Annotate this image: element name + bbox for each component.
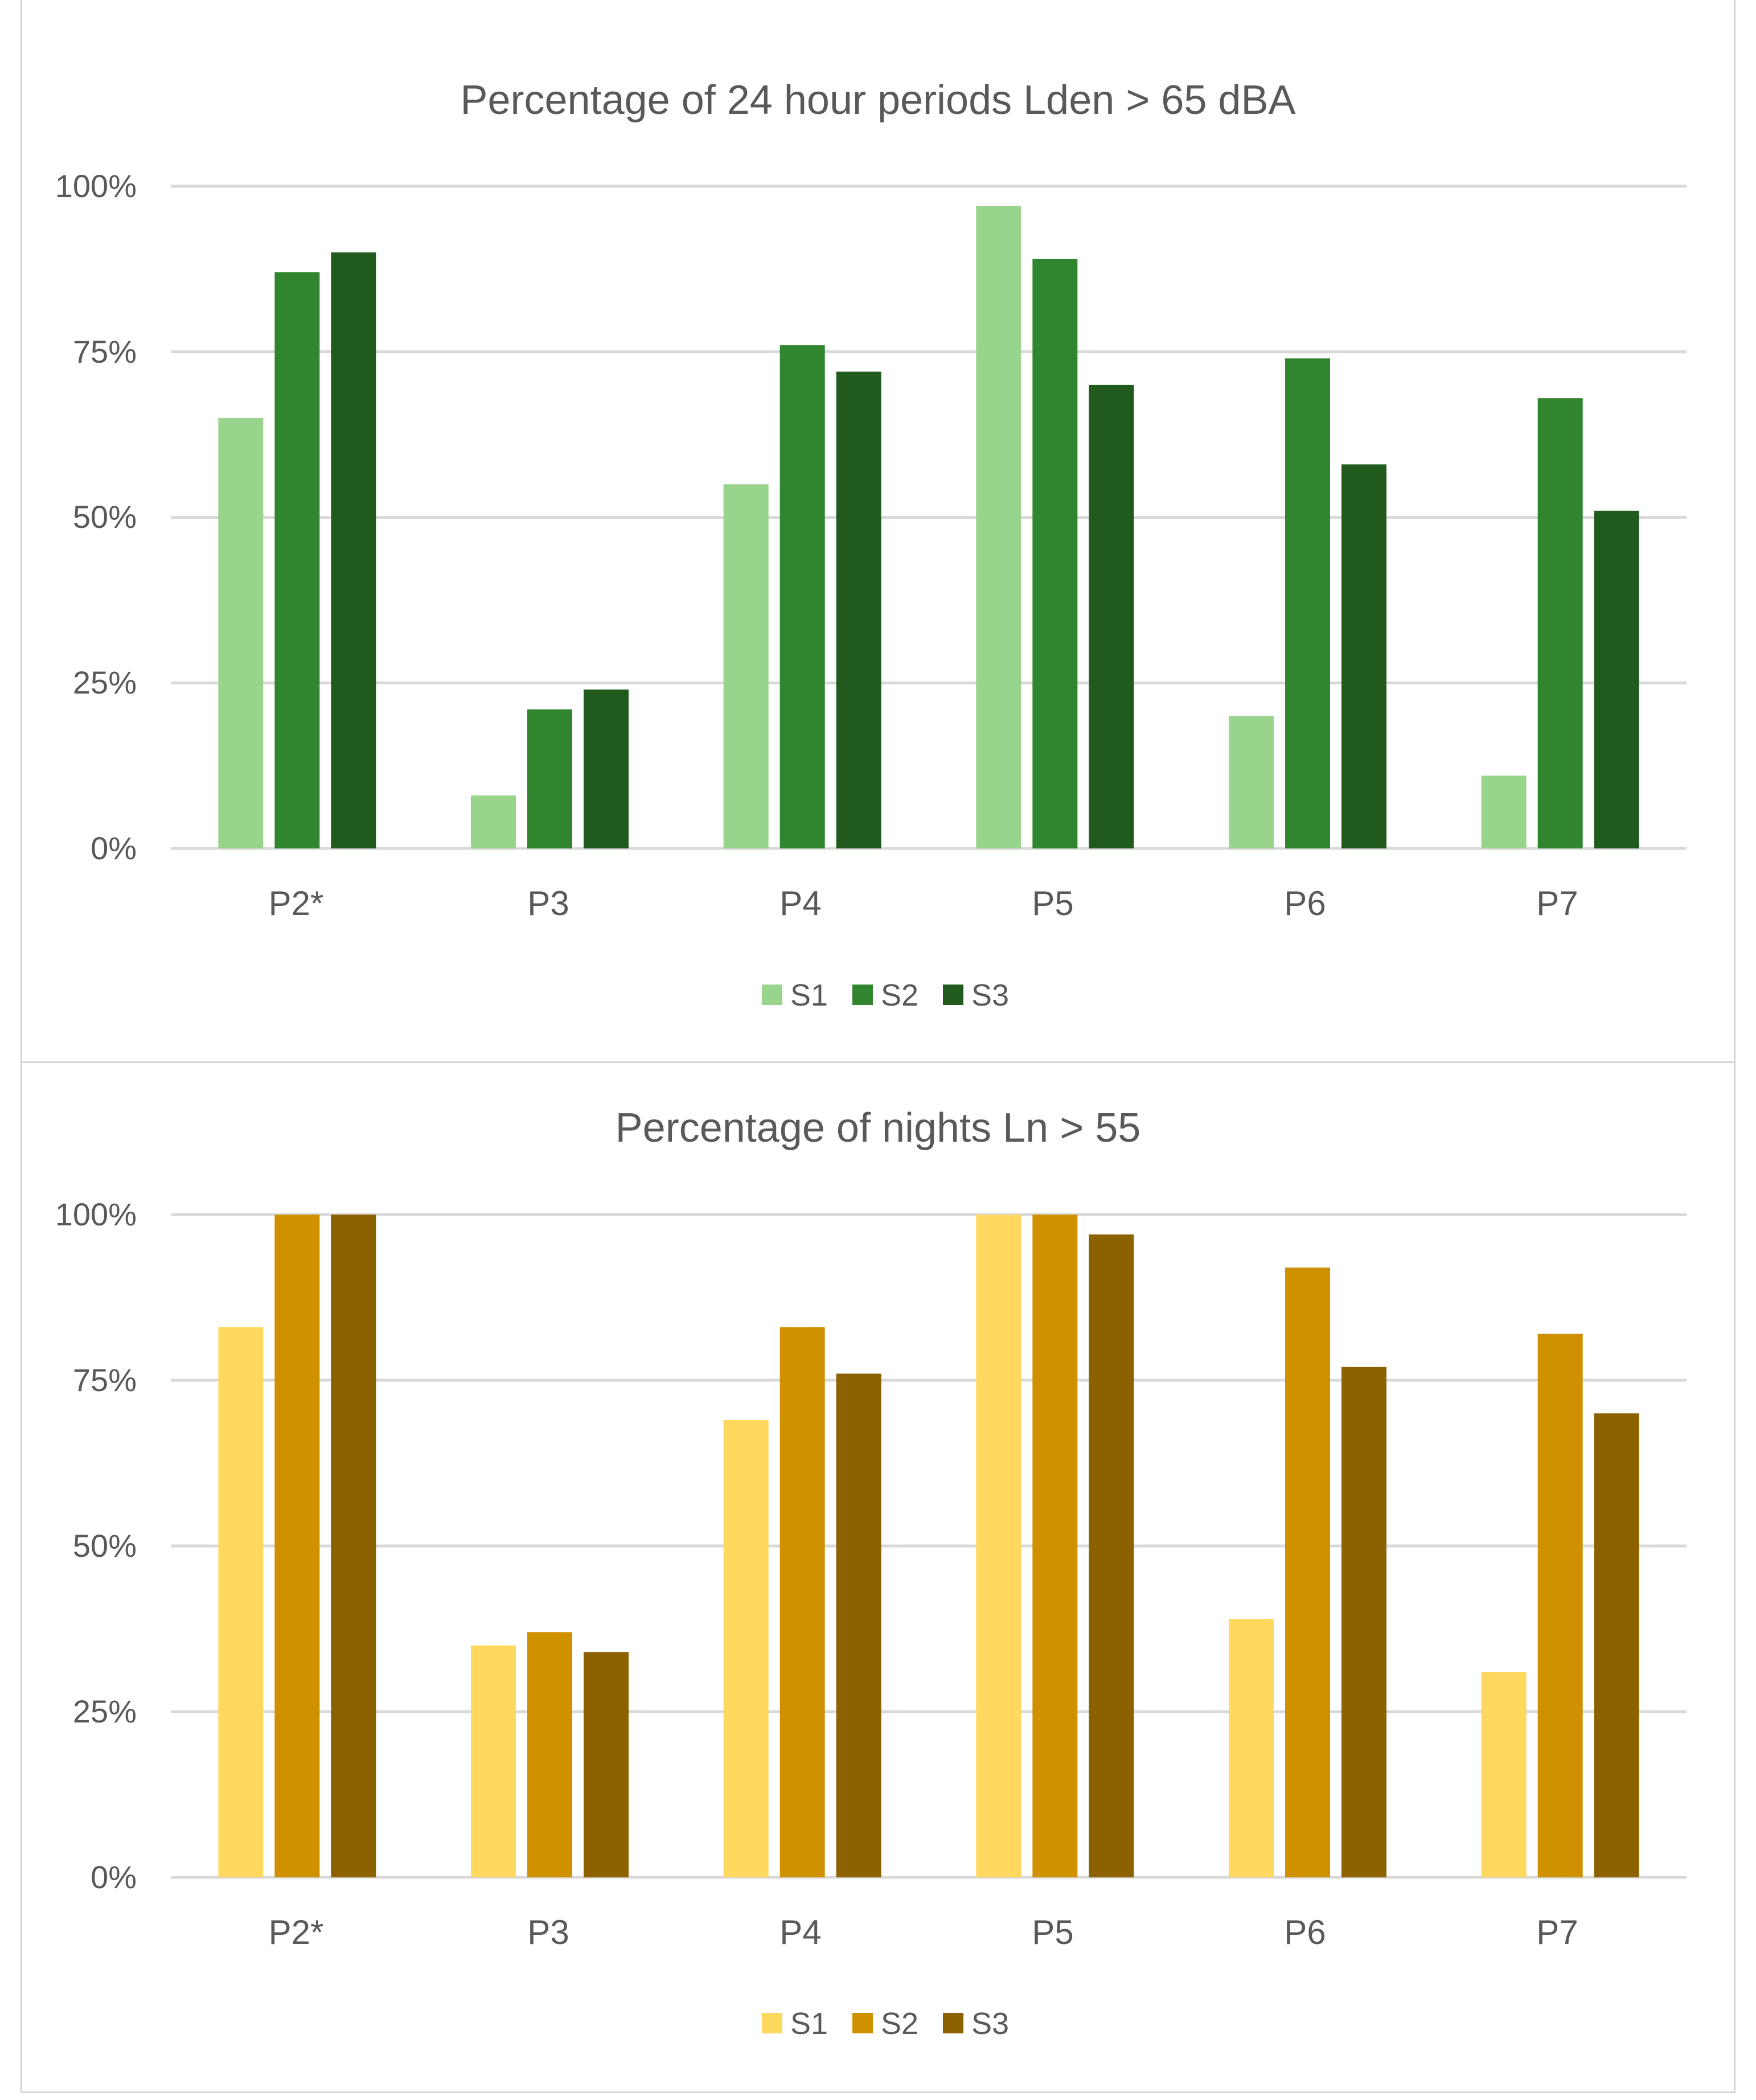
- x-tick-label: P4: [779, 1913, 821, 1951]
- bar-s1-p6: [1229, 1619, 1274, 1877]
- x-tick-label: P7: [1536, 884, 1578, 922]
- x-tick-label: P6: [1284, 884, 1326, 922]
- panel-divider: [20, 1061, 1736, 1063]
- bar-s1-p7: [1481, 776, 1527, 848]
- x-tick-label: P2*: [269, 884, 324, 922]
- bar-s3-p6: [1341, 1367, 1386, 1877]
- bar-s3-p2: [331, 1215, 376, 1877]
- bar-s2-p7: [1537, 398, 1583, 848]
- x-tick-label: P3: [527, 884, 569, 922]
- bar-s3-p7: [1594, 1413, 1639, 1877]
- bar-s2-p5: [1032, 1215, 1078, 1877]
- y-tick-labels: 100% 75% 50% 25% 0%: [55, 168, 137, 866]
- bar-s3-p4: [836, 1373, 881, 1877]
- legend-swatch-s3: [943, 985, 963, 1005]
- bars-layer: [218, 1215, 1639, 1877]
- x-tick-label: P4: [779, 884, 821, 922]
- chart-ln: Percentage of nights Ln > 55 100% 75% 50…: [55, 1105, 1687, 2041]
- bar-s1-p5: [976, 206, 1021, 848]
- x-tick-label: P7: [1536, 1913, 1578, 1951]
- bar-s3-p4: [836, 371, 881, 848]
- y-tick-label: 50%: [73, 499, 137, 535]
- legend-label-s1: S1: [790, 2007, 828, 2041]
- bar-s1-p6: [1229, 716, 1274, 848]
- bar-s1-p7: [1481, 1672, 1527, 1877]
- bar-s2-p3: [527, 1632, 572, 1877]
- x-tick-label: P2*: [269, 1913, 324, 1951]
- y-tick-label: 0%: [91, 830, 137, 866]
- bar-s3-p5: [1089, 1234, 1134, 1877]
- bar-s3-p5: [1089, 384, 1134, 848]
- bar-s1-p3: [471, 1645, 516, 1877]
- legend-label-s2: S2: [881, 978, 918, 1012]
- chart-lden: Percentage of 24 hour periods Lden > 65 …: [55, 77, 1687, 1012]
- legend-label-s2: S2: [881, 2007, 918, 2041]
- bar-s3-p7: [1594, 510, 1639, 848]
- bar-s3-p3: [584, 689, 629, 848]
- y-tick-label: 25%: [73, 1693, 137, 1729]
- legend-swatch-s1: [762, 985, 782, 1005]
- y-tick-label: 100%: [55, 168, 137, 204]
- bar-s2-p2: [274, 272, 320, 848]
- y-tick-label: 100%: [55, 1196, 137, 1232]
- y-tick-label: 75%: [73, 1362, 137, 1398]
- bars-layer: [218, 206, 1639, 849]
- bar-s1-p5: [976, 1215, 1021, 1877]
- bar-s1-p2: [218, 418, 264, 848]
- bar-s2-p4: [779, 345, 825, 848]
- bar-s2-p5: [1032, 259, 1078, 849]
- bar-s2-p6: [1285, 1268, 1330, 1877]
- y-tick-label: 0%: [91, 1859, 137, 1895]
- legend: S1 S2 S3: [762, 978, 1009, 1012]
- legend-label-s3: S3: [971, 978, 1009, 1012]
- bar-s2-p6: [1285, 358, 1330, 848]
- x-tick-labels: P2* P3 P4 P5 P6 P7: [269, 1913, 1578, 1951]
- x-tick-label: P3: [527, 1913, 569, 1951]
- legend-swatch-s3: [943, 2013, 963, 2033]
- y-tick-labels: 100% 75% 50% 25% 0%: [55, 1196, 137, 1895]
- bar-s1-p2: [218, 1327, 264, 1877]
- bar-s1-p4: [723, 484, 769, 848]
- legend-swatch-s2: [852, 985, 873, 1005]
- legend-label-s3: S3: [971, 2007, 1009, 2041]
- bar-s3-p2: [331, 252, 376, 848]
- chart-title: Percentage of 24 hour periods Lden > 65 …: [460, 77, 1295, 123]
- x-tick-labels: P2* P3 P4 P5 P6 P7: [269, 884, 1578, 922]
- bar-s2-p3: [527, 709, 572, 848]
- y-gridlines: [171, 184, 1687, 850]
- bar-s3-p6: [1341, 464, 1386, 848]
- legend-label-s1: S1: [790, 978, 828, 1012]
- y-tick-label: 75%: [73, 334, 137, 370]
- y-gridlines: [171, 1213, 1687, 1879]
- bar-s2-p2: [274, 1215, 320, 1877]
- x-tick-label: P6: [1284, 1913, 1326, 1951]
- x-tick-label: P5: [1032, 884, 1073, 922]
- y-tick-label: 25%: [73, 665, 137, 700]
- chart-frame: [20, 0, 1736, 2093]
- legend-swatch-s2: [852, 2013, 873, 2033]
- bar-s1-p4: [723, 1420, 769, 1877]
- bar-s3-p3: [584, 1652, 629, 1877]
- y-tick-label: 50%: [73, 1528, 137, 1564]
- bar-s2-p4: [779, 1327, 825, 1877]
- bar-s2-p7: [1537, 1334, 1583, 1877]
- bar-s1-p3: [471, 795, 516, 848]
- x-tick-label: P5: [1032, 1913, 1073, 1951]
- chart-title: Percentage of nights Ln > 55: [616, 1105, 1141, 1151]
- legend: S1 S2 S3: [762, 2007, 1009, 2041]
- legend-swatch-s1: [762, 2013, 782, 2033]
